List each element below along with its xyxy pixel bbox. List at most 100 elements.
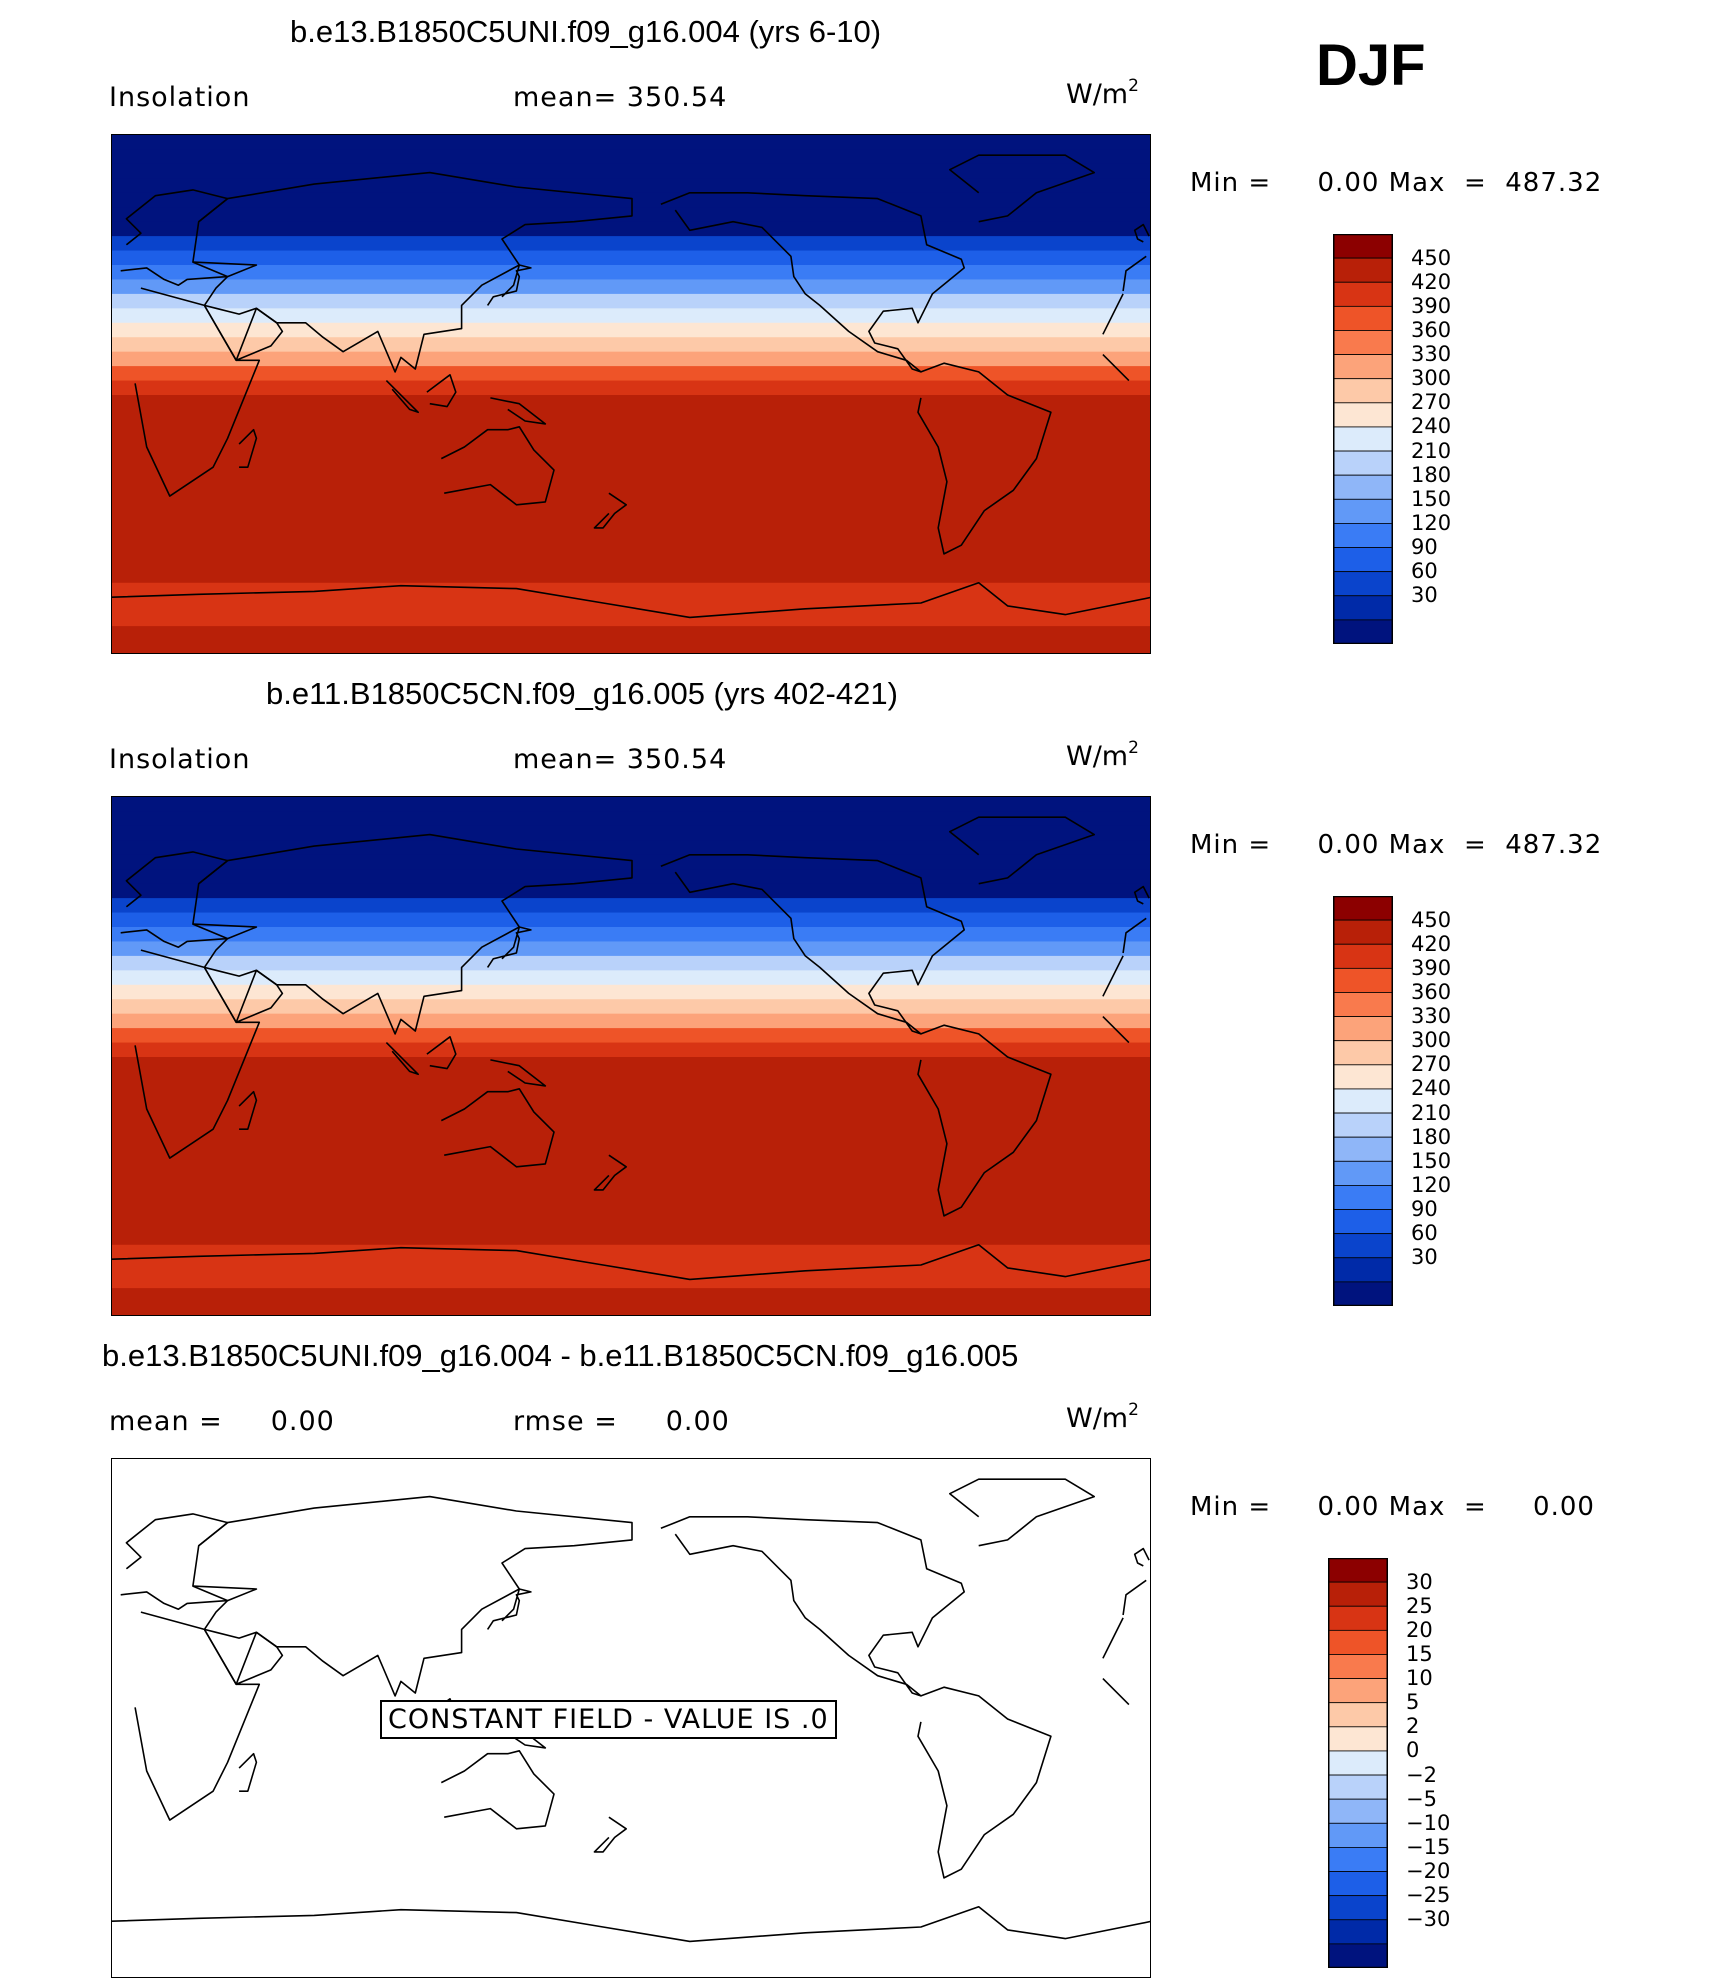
lat-band-20	[112, 423, 1150, 439]
coastline-uk	[1133, 1547, 1150, 1567]
coastline-newguinea	[490, 397, 547, 425]
coastline-south_america	[917, 362, 1052, 555]
colorbar-swatch-4	[1333, 992, 1393, 1017]
constant-field-note: CONSTANT FIELD - VALUE IS .0	[380, 1700, 837, 1739]
lat-band-35	[112, 640, 1150, 653]
colorbar-tick-label: −10	[1406, 1810, 1451, 1835]
colorbar-tick-label: 270	[1411, 390, 1452, 415]
colorbar-tick-label: −2	[1406, 1762, 1437, 1787]
panel-3-colorbar-labels: 30 25 20 15 10 5 2 0 −2 −5 −10 −15 −20 −25 −30	[1406, 1558, 1486, 1968]
colorbar-border	[1333, 895, 1393, 1307]
colorbar-swatch-2	[1333, 281, 1393, 307]
colorbar-swatch-13	[1333, 547, 1393, 573]
lat-band-29	[112, 1215, 1150, 1231]
lat-band-6	[112, 221, 1150, 237]
lat-band-7	[112, 898, 1150, 914]
lat-band-31	[112, 1244, 1150, 1260]
lat-band-22	[112, 452, 1150, 468]
colorbar-swatch-1	[1328, 1581, 1388, 1607]
panel-2-map	[111, 796, 1151, 1316]
coastline-south_america	[917, 1686, 1052, 1879]
colorbar-tick-label: 210	[1411, 1100, 1452, 1125]
coastline-uk	[1133, 885, 1150, 905]
colorbar-tick-label: −5	[1406, 1786, 1437, 1811]
coastline-japan	[486, 264, 532, 306]
lat-band-19	[112, 409, 1150, 425]
colorbar-swatch-14	[1328, 1895, 1388, 1921]
colorbar-swatch-7	[1333, 1064, 1393, 1090]
coastline-india_arab	[204, 966, 284, 1024]
panel-1-colorbar-labels: 450 420 390 360 330 300 270 240 210 180 150 120 90 60…	[1411, 234, 1491, 644]
panel-2-units: W/m2	[1066, 738, 1139, 772]
colorbar-swatch-8	[1328, 1750, 1388, 1776]
colorbar-swatch-14	[1333, 571, 1393, 597]
lat-band-22	[112, 1114, 1150, 1130]
lat-band-1	[112, 149, 1150, 165]
colorbar-tick-label: 30	[1411, 583, 1438, 608]
colorbar-border	[1333, 233, 1393, 645]
coastline-australia	[440, 426, 555, 506]
lat-band-30	[112, 1230, 1150, 1246]
lat-band-23	[112, 467, 1150, 483]
colorbar-tick-label: 240	[1411, 414, 1452, 439]
panel-2-mean: mean= 350.54	[513, 744, 728, 775]
colorbar-tick-label: 300	[1411, 366, 1452, 391]
colorbar-tick-label: 390	[1411, 293, 1452, 318]
colorbar-swatch-9	[1333, 1112, 1393, 1138]
colorbar-swatch-16	[1328, 1943, 1388, 1969]
colorbar-swatch-12	[1333, 523, 1393, 548]
colorbar-tick-label: 390	[1411, 955, 1452, 980]
coastline-africa	[134, 949, 1130, 1159]
colorbar-tick-label: 25	[1406, 1593, 1433, 1618]
lat-band-16	[112, 366, 1150, 382]
coastline-europe	[120, 851, 1147, 954]
lat-band-9	[112, 927, 1150, 942]
lat-band-0	[112, 797, 1150, 812]
coastline-north_america	[660, 1516, 965, 1697]
lat-band-5	[112, 869, 1150, 885]
coastline-madagascar	[238, 1752, 258, 1792]
lat-band-34	[112, 1288, 1150, 1304]
lat-band-7	[112, 236, 1150, 252]
lat-band-9	[112, 265, 1150, 280]
colorbar-tick-label: 5	[1406, 1690, 1420, 1715]
lat-band-14	[112, 337, 1150, 353]
colorbar-tick-label: 240	[1411, 1076, 1452, 1101]
panel-1-coastlines	[112, 154, 1150, 619]
panel-2-colorbar	[1333, 895, 1393, 1307]
coastline-greenland	[949, 816, 1095, 885]
lat-band-1	[112, 811, 1150, 827]
lat-band-33	[112, 1273, 1150, 1289]
lat-band-16	[112, 1028, 1150, 1044]
lat-band-17	[112, 1042, 1150, 1058]
colorbar-swatch-9	[1333, 450, 1393, 476]
lat-band-13	[112, 984, 1150, 1000]
coastline-newguinea	[490, 1059, 547, 1087]
coastline-south_america	[917, 1024, 1052, 1217]
colorbar-tick-label: 60	[1411, 559, 1438, 584]
panel-1-map	[111, 134, 1151, 654]
colorbar-swatch-8	[1333, 1088, 1393, 1114]
panel-3-colorbar	[1328, 1557, 1388, 1969]
lat-band-26	[112, 510, 1150, 526]
colorbar-swatch-11	[1333, 1160, 1393, 1186]
lat-band-26	[112, 1172, 1150, 1188]
coastline-nz	[593, 492, 627, 529]
coastline-asia	[192, 1495, 633, 1697]
coastline-japan	[486, 1588, 532, 1630]
lat-band-8	[112, 250, 1150, 266]
panel-2-minmax: Min = 0.00 Max = 487.32	[1190, 830, 1603, 860]
colorbar-swatch-12	[1333, 1185, 1393, 1210]
colorbar-tick-label: 30	[1411, 1245, 1438, 1270]
colorbar-swatch-10	[1328, 1798, 1388, 1824]
panel-1-units: W/m2	[1066, 76, 1139, 110]
lat-band-32	[112, 597, 1150, 613]
panel-3-mean: mean = 0.00	[109, 1406, 335, 1437]
lat-band-18	[112, 395, 1150, 410]
colorbar-swatch-6	[1333, 378, 1393, 404]
colorbar-tick-label: 330	[1411, 342, 1452, 367]
colorbar-swatch-10	[1333, 1136, 1393, 1162]
colorbar-swatch-7	[1328, 1726, 1388, 1752]
colorbar-tick-label: 150	[1411, 486, 1452, 511]
lat-band-19	[112, 1071, 1150, 1087]
